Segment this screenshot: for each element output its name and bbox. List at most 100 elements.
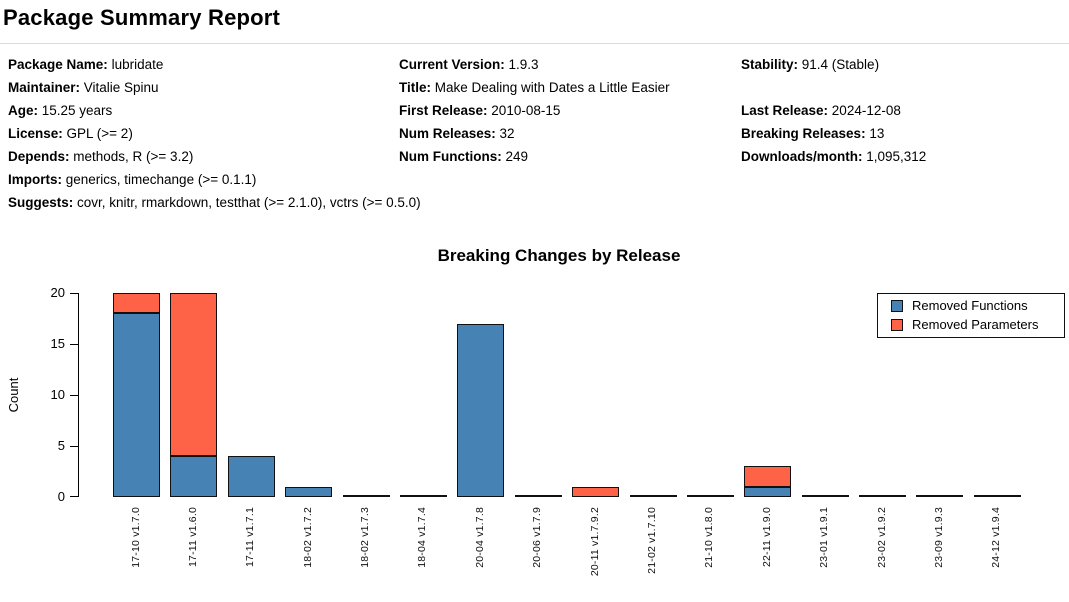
meta-field [741,76,926,99]
meta-field-label: Age: [8,103,38,118]
meta-field-value: Make Dealing with Dates a Little Easier [431,80,670,95]
meta-field-value: 2024-12-08 [828,103,901,118]
zero-bar-mark [514,495,562,497]
x-label-slot: 24-12 v1.9.4 [973,507,1020,568]
meta-field-value: covr, knitr, rmarkdown, testthat (>= 2.1… [73,195,421,210]
meta-field-label: Num Releases: [399,126,496,141]
x-label-slot: 21-02 v1.7.10 [629,507,676,574]
meta-field-value: GPL (>= 2) [62,126,133,141]
bar-22-11 v1.9.0 [744,466,792,497]
meta-field-value: Vitalie Spinu [80,80,159,95]
meta-column-1: Package Name: lubridate Maintainer: Vital… [8,53,421,214]
x-tick-label: 17-11 v1.6.0 [186,507,199,567]
x-tick-label: 17-11 v1.7.1 [244,507,257,567]
x-axis-labels: 17-10 v1.7.0 17-11 v1.6.0 17-11 v1.7.1 18-0… [78,507,1040,576]
y-tick-mark [70,292,78,294]
meta-field-value: 249 [501,149,529,164]
meta-field-value: generics, timechange (>= 0.1.1) [62,172,257,187]
bar-segment [744,466,792,487]
legend-swatch [891,319,903,331]
meta-field-label: Downloads/month: [741,149,863,164]
bar-21-02 v1.7.10 [629,495,677,497]
meta-field: Suggests: covr, knitr, rmarkdown, testth… [8,191,421,214]
meta-field: Num Releases: 32 [399,122,670,145]
package-metadata: Package Name: lubridate Maintainer: Vital… [0,53,1069,225]
x-label-slot: 20-04 v1.7.8 [456,507,503,568]
x-tick-label: 23-01 v1.9.1 [818,507,831,568]
zero-bar-mark [916,495,964,497]
zero-bar-mark [686,495,734,497]
zero-bar-mark [342,495,390,497]
x-label-slot: 17-10 v1.7.0 [112,507,159,568]
x-label-slot: 22-11 v1.9.0 [743,507,790,567]
meta-field-label: Depends: [8,149,70,164]
meta-field: Last Release: 2024-12-08 [741,99,926,122]
x-tick-label: 21-02 v1.7.10 [646,507,659,574]
meta-field-value: 1,095,312 [862,149,927,164]
meta-field-label: Package Name: [8,57,108,72]
y-tick-mark [70,495,78,497]
plot-area: 0 5 10 15 20 [51,286,1041,504]
y-tick-mark [70,343,78,345]
legend-label: Removed Parameters [912,317,1039,332]
x-label-slot: 18-02 v1.7.3 [342,507,389,568]
y-tick-label: 0 [57,489,65,504]
bar-20-04 v1.7.8 [457,323,505,497]
x-tick-label: 18-04 v1.7.4 [416,507,429,568]
bar-20-06 v1.7.9 [514,495,562,497]
x-label-slot: 23-01 v1.9.1 [801,507,848,568]
x-tick-label: 21-10 v1.8.0 [703,507,716,568]
meta-field: Current Version: 1.9.3 [399,53,670,76]
zero-bar-mark [859,495,907,497]
x-tick-label: 23-02 v1.9.2 [875,507,888,568]
meta-field-value: 91.4 (Stable) [798,57,880,72]
bars-container [79,293,1041,497]
zero-bar-mark [629,495,677,497]
bar-23-01 v1.9.1 [801,495,849,497]
y-tick-label: 15 [50,336,65,351]
meta-column-2: Current Version: 1.9.3 Title: Make Dealin… [399,53,670,168]
meta-field: Age: 15.25 years [8,99,421,122]
bar-21-10 v1.8.0 [686,495,734,497]
bar-23-09 v1.9.3 [916,495,964,497]
x-label-slot: 20-11 v1.7.9.2 [571,507,618,576]
bar-17-11 v1.6.0 [170,293,218,497]
x-label-slot: 20-06 v1.7.9 [514,507,561,568]
bar-17-11 v1.7.1 [227,456,275,497]
bar-segment [744,486,792,497]
meta-field-label: License: [8,126,63,141]
meta-field-label: Stability: [741,57,799,72]
zero-bar-mark [399,495,447,497]
x-tick-label: 23-09 v1.9.3 [932,507,945,568]
x-label-slot: 17-11 v1.7.1 [227,507,274,567]
x-label-slot: 23-09 v1.9.3 [915,507,962,568]
chart-legend: Removed Functions Removed Parameters [877,293,1065,338]
meta-field-label: Maintainer: [8,80,81,95]
chart-title: Breaking Changes by Release [437,246,681,265]
meta-field-value: 2010-08-15 [487,103,561,118]
meta-field: Imports: generics, timechange (>= 0.1.1) [8,168,421,191]
bar-20-11 v1.7.9.2 [572,486,620,497]
bar-segment [227,456,275,497]
y-tick-label: 10 [50,387,65,402]
legend-swatch [891,300,903,312]
x-tick-label: 20-04 v1.7.8 [473,507,486,568]
x-label-slot: 17-11 v1.6.0 [169,507,216,567]
meta-field-label: Title: [399,80,432,95]
meta-field: Downloads/month: 1,095,312 [741,145,926,168]
meta-field-value: 15.25 years [38,103,113,118]
x-label-slot: 18-02 v1.7.2 [284,507,331,568]
meta-column-3: Stability: 91.4 (Stable) Last Release: 20… [741,53,926,168]
meta-field-label: Current Version: [399,57,505,72]
meta-field-label: Breaking Releases: [741,126,866,141]
meta-field: Depends: methods, R (>= 3.2) [8,145,421,168]
x-tick-label: 17-10 v1.7.0 [129,507,142,568]
x-label-slot: 18-04 v1.7.4 [399,507,446,568]
bar-17-10 v1.7.0 [113,293,160,497]
bar-segment [113,293,160,314]
bar-18-02 v1.7.3 [342,495,390,497]
meta-field-value: 32 [495,126,515,141]
x-label-slot: 21-10 v1.8.0 [686,507,733,568]
meta-field: Num Functions: 249 [399,145,670,168]
meta-field: Stability: 91.4 (Stable) [741,53,926,76]
